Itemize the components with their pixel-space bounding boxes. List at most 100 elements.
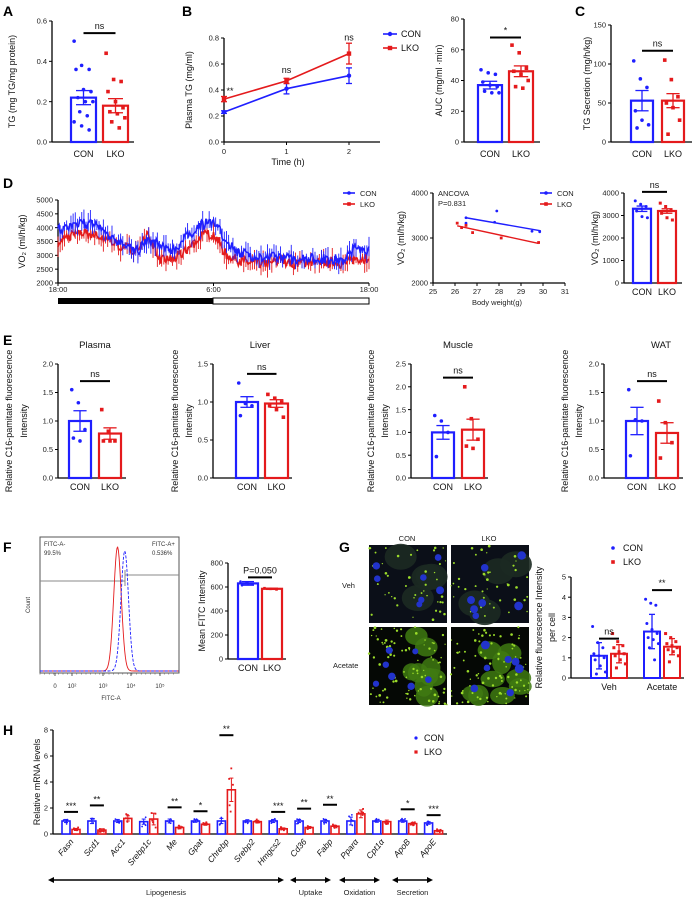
data-point [471, 231, 474, 234]
lipid-droplet [392, 680, 395, 683]
chart-title: Plasma [79, 340, 111, 351]
data-point [446, 430, 450, 435]
data-point [486, 71, 491, 75]
data-point [665, 216, 669, 220]
lipid-droplet [438, 610, 442, 613]
lipid-droplet [438, 661, 441, 664]
data-point [246, 822, 249, 825]
y-axis-label: AUC (mg/ml ·min) [434, 45, 444, 117]
lipid-droplet [372, 687, 374, 689]
data-point [114, 818, 117, 821]
cell [480, 670, 505, 688]
data-point [361, 814, 364, 816]
data-point [594, 672, 598, 676]
y-tick-label: 0 [44, 830, 48, 839]
lipid-droplet [494, 676, 498, 680]
nucleus [416, 601, 423, 608]
lipid-droplet [384, 638, 388, 642]
lipid-droplet [437, 695, 440, 698]
x-tick-label: 29 [517, 287, 525, 296]
data-point [118, 822, 121, 824]
lipid-droplet [518, 690, 521, 692]
data-point [274, 407, 279, 412]
data-point [635, 126, 639, 130]
lipid-droplet [503, 661, 505, 663]
y-tick-label: 0.6 [209, 60, 219, 69]
y-tick-label: 0.0 [37, 138, 47, 147]
legend-label: LKO [623, 557, 641, 567]
lipid-droplet [483, 656, 487, 660]
arrow-head [278, 877, 284, 883]
data-point [646, 636, 650, 640]
data-point [238, 413, 243, 418]
data-point [221, 109, 227, 115]
x-tick-label: 10² [68, 684, 77, 690]
lipid-droplet [408, 646, 411, 650]
gene-label: Acc1 [107, 837, 128, 859]
histogram-con [40, 549, 179, 672]
y-tick-label: 4 [44, 778, 48, 787]
x-tick-label: 2 [347, 147, 351, 156]
lipid-droplet [485, 578, 489, 582]
lipid-droplet [414, 632, 418, 635]
x-tick-label: LKO [267, 482, 285, 492]
data-point [168, 821, 171, 824]
lipid-droplet [428, 647, 431, 650]
data-point [72, 120, 76, 124]
x-axis-label: Time (h) [271, 157, 304, 167]
lipid-droplet [452, 582, 455, 585]
data-point [671, 650, 675, 654]
lipid-droplet [432, 659, 434, 661]
y-tick-label: 2.0 [589, 360, 599, 369]
data-point [258, 821, 261, 824]
y-axis-label: Intensity [19, 404, 29, 438]
lipid-droplet [527, 692, 529, 694]
lipid-droplet [506, 583, 508, 585]
data-point [639, 202, 643, 206]
data-point [593, 658, 597, 662]
data-point [325, 819, 328, 822]
lipid-droplet [510, 633, 513, 636]
lipid-droplet [424, 674, 427, 677]
data-point [263, 586, 266, 590]
data-point [628, 453, 633, 458]
data-point [611, 546, 615, 550]
lipid-droplet [525, 695, 528, 698]
data-point [428, 821, 431, 824]
data-point [469, 416, 474, 421]
data-point [530, 229, 534, 233]
y-axis-label: Plasma TG (mg/ml) [184, 51, 194, 129]
lipid-droplet [443, 687, 446, 691]
data-point [333, 826, 336, 829]
lipid-droplet [430, 656, 433, 658]
lipid-droplet [525, 663, 527, 666]
lipid-droplet [385, 696, 389, 699]
significance-label: *** [66, 801, 77, 811]
y-tick-label: 0.0 [43, 474, 53, 483]
data-point [325, 821, 328, 824]
lipid-droplet [487, 571, 490, 574]
data-point [93, 817, 95, 820]
bar-con [371, 820, 382, 835]
data-point [351, 819, 354, 822]
group-label: Uptake [299, 888, 323, 897]
bar-lko [656, 209, 678, 285]
y-tick-label: 1.0 [589, 417, 599, 426]
nucleus [372, 562, 381, 570]
lipid-droplet [416, 549, 419, 552]
lipid-droplet [492, 633, 496, 637]
lipid-droplet [479, 651, 483, 654]
data-point [306, 825, 309, 827]
x-tick-label: 10⁵ [155, 683, 165, 690]
data-point [495, 84, 500, 89]
data-point [667, 660, 671, 664]
x-tick-label: CON [70, 482, 90, 492]
lipid-droplet [414, 695, 416, 697]
y-tick-label: 0.5 [198, 436, 208, 445]
y-tick-label: 3000 [36, 251, 53, 260]
data-point [464, 444, 469, 448]
y-axis-label: VO₂ (ml/h/kg) [396, 211, 406, 265]
lipid-droplet [457, 577, 461, 581]
data-point [108, 109, 112, 114]
lipid-droplet [450, 585, 452, 587]
